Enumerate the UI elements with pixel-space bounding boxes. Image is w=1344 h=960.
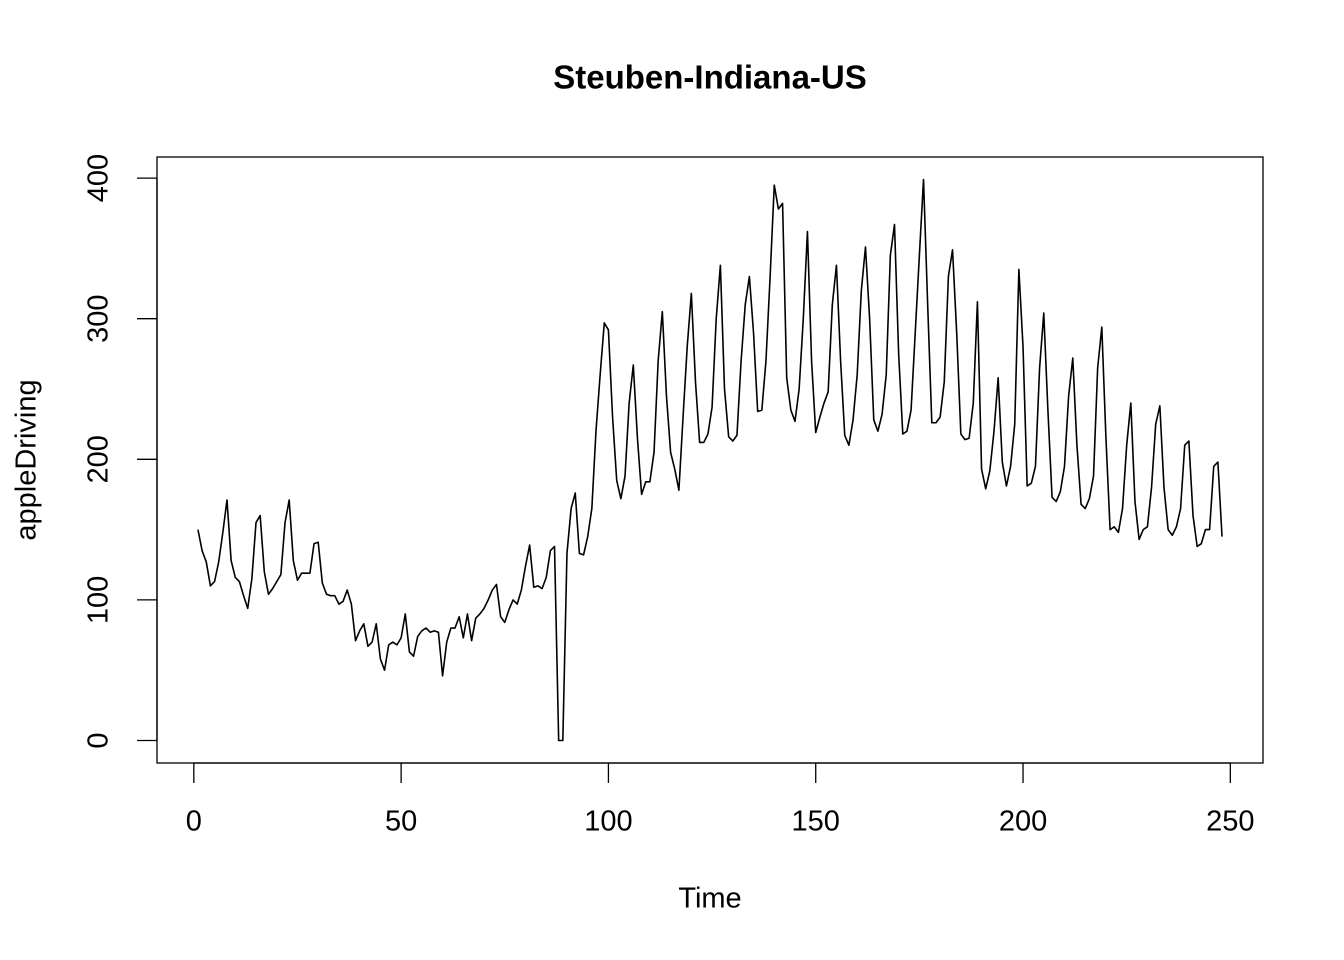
x-tick-label: 100 (584, 806, 632, 838)
y-tick-label: 100 (83, 576, 115, 624)
y-axis-label: appleDriving (11, 379, 43, 540)
y-tick-label: 0 (83, 732, 115, 748)
x-tick-label: 200 (999, 806, 1047, 838)
x-axis-label: Time (678, 883, 741, 915)
data-line (197, 178, 1223, 742)
y-tick-label: 200 (83, 435, 115, 483)
x-tick-label: 0 (186, 806, 202, 838)
plot-box (156, 156, 1264, 764)
y-tick-label: 400 (83, 154, 115, 202)
x-tick-label: 50 (385, 806, 417, 838)
x-tick-label: 150 (792, 806, 840, 838)
chart-title: Steuben-Indiana-US (553, 59, 867, 96)
x-tick-label: 250 (1206, 806, 1254, 838)
y-tick-label: 300 (83, 294, 115, 342)
